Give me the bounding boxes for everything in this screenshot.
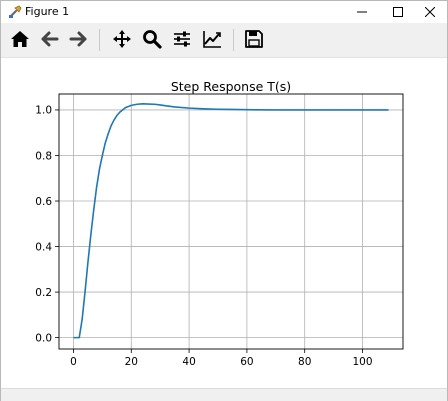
- home-button[interactable]: [6, 25, 34, 53]
- forward-button[interactable]: [65, 25, 93, 53]
- step-response-plot[interactable]: 0 20 40 60 80 100 0.0 0.2 0.4 0.6 0.8 1.0 Step Resp…: [1, 58, 447, 388]
- back-button[interactable]: [35, 25, 63, 53]
- y-tick-label: 1.0: [35, 105, 52, 117]
- status-bar: [1, 388, 447, 401]
- maximize-button[interactable]: [381, 1, 415, 23]
- x-tick-label: 40: [182, 356, 195, 368]
- minimize-button[interactable]: [345, 1, 379, 23]
- y-tick-label: 0.6: [35, 196, 52, 208]
- x-tick-label: 20: [125, 356, 138, 368]
- chart-title: Step Response T(s): [171, 79, 291, 94]
- zoom-button[interactable]: [138, 25, 166, 53]
- maximize-icon: [393, 7, 403, 17]
- x-tick-label: 80: [298, 356, 311, 368]
- x-tick-label: 0: [70, 356, 77, 368]
- home-icon: [11, 31, 29, 47]
- x-tick-label: 60: [240, 356, 253, 368]
- toolbar-separator: [233, 29, 234, 51]
- series-line: [73, 102, 389, 339]
- y-tick-label: 0.2: [35, 287, 52, 299]
- move-icon: [113, 30, 131, 48]
- axes-frame: [58, 93, 404, 350]
- window-title: Figure 1: [25, 5, 70, 18]
- configure-subplots-button[interactable]: [168, 25, 196, 53]
- y-tick-label: 0.4: [35, 241, 52, 253]
- floppy-disk-icon: [245, 30, 263, 48]
- close-button[interactable]: [413, 1, 447, 23]
- arrow-left-icon: [41, 31, 59, 47]
- magnifier-icon: [143, 30, 162, 49]
- pan-button[interactable]: [108, 25, 136, 53]
- line-chart-icon: [203, 31, 221, 48]
- title-bar[interactable]: Figure 1: [1, 1, 447, 23]
- toolbar: [1, 23, 447, 58]
- save-button[interactable]: [240, 25, 268, 53]
- sliders-icon: [174, 31, 190, 47]
- axes-background: [59, 94, 403, 349]
- minimize-icon: [357, 11, 367, 13]
- x-tick-label: 100: [353, 356, 373, 368]
- close-icon: [425, 7, 435, 17]
- arrow-right-icon: [69, 31, 87, 47]
- y-tick-label: 0.8: [35, 150, 52, 162]
- toolbar-separator: [99, 29, 100, 51]
- edit-axes-button[interactable]: [198, 25, 226, 53]
- y-tick-label: 0.0: [35, 332, 52, 344]
- app-icon: [7, 4, 23, 20]
- figure-canvas[interactable]: 0 20 40 60 80 100 0.0 0.2 0.4 0.6 0.8 1.0 Step Resp…: [1, 58, 447, 388]
